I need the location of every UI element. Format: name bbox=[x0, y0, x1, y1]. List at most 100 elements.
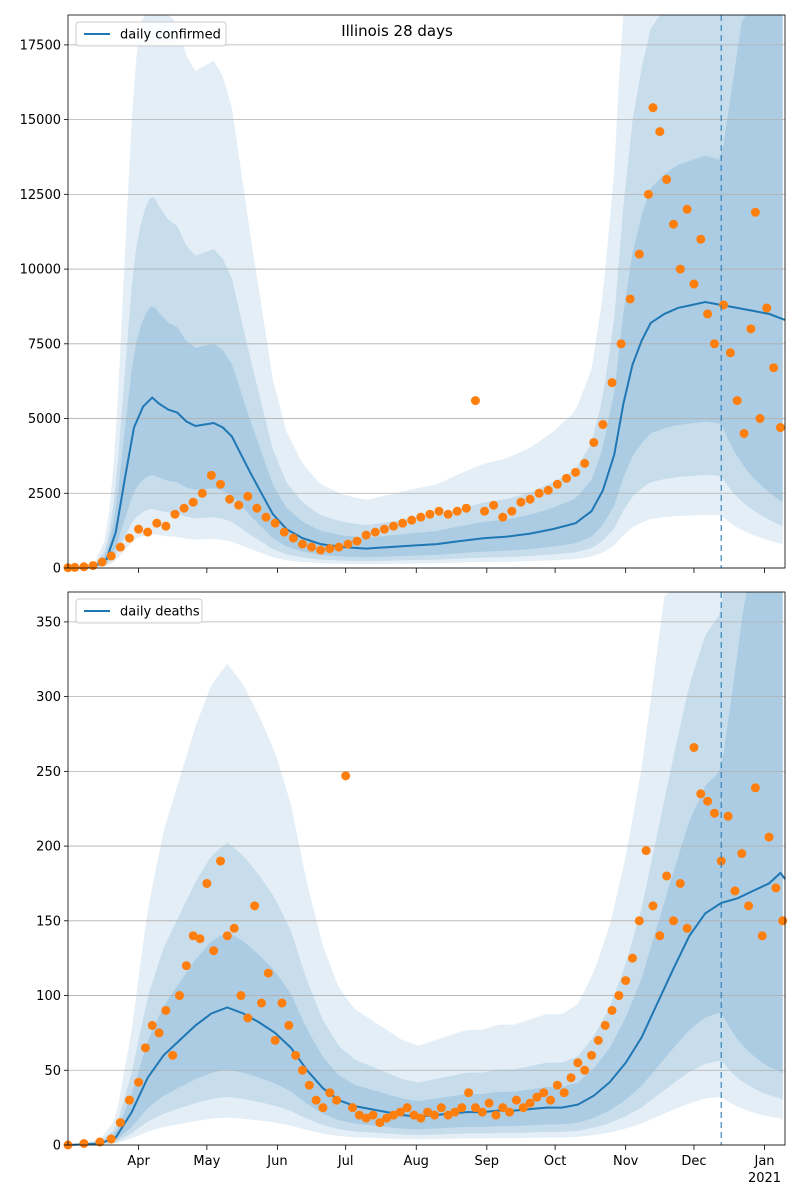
data-point bbox=[297, 1065, 307, 1075]
data-point bbox=[561, 473, 571, 483]
data-point bbox=[216, 856, 226, 866]
data-point bbox=[580, 458, 590, 468]
data-point bbox=[675, 264, 685, 274]
data-point bbox=[614, 991, 624, 1001]
data-point bbox=[140, 1043, 150, 1053]
data-point bbox=[719, 300, 729, 310]
x-tick-year-label: 2021 bbox=[748, 1171, 781, 1186]
uncertainty-band bbox=[68, 592, 783, 1145]
data-point bbox=[382, 1113, 392, 1123]
data-point bbox=[616, 339, 626, 349]
data-point bbox=[675, 878, 685, 888]
y-tick-label: 350 bbox=[36, 615, 61, 630]
data-point bbox=[234, 500, 244, 510]
data-point bbox=[498, 1103, 508, 1113]
data-point bbox=[655, 127, 665, 137]
data-point bbox=[436, 1103, 446, 1113]
y-tick-label: 10000 bbox=[20, 263, 61, 278]
data-point bbox=[566, 1073, 576, 1083]
y-tick-label: 0 bbox=[53, 1139, 61, 1154]
data-point bbox=[703, 309, 713, 319]
data-point bbox=[343, 539, 353, 549]
data-point bbox=[161, 1005, 171, 1015]
data-point bbox=[477, 1107, 487, 1117]
data-point bbox=[716, 856, 726, 866]
legend-box bbox=[75, 21, 227, 47]
data-point bbox=[709, 808, 719, 818]
data-point bbox=[379, 524, 389, 534]
data-point bbox=[209, 946, 219, 956]
data-point bbox=[443, 1110, 453, 1120]
data-point bbox=[682, 204, 692, 214]
data-point bbox=[188, 497, 198, 507]
uncertainty-band bbox=[68, 15, 783, 568]
data-point bbox=[771, 883, 781, 893]
data-point bbox=[516, 497, 526, 507]
y-tick-label: 17500 bbox=[20, 38, 61, 53]
data-point bbox=[429, 1110, 439, 1120]
x-tick-label: Apr bbox=[127, 1154, 150, 1169]
data-point bbox=[152, 518, 162, 528]
data-point bbox=[304, 1080, 314, 1090]
data-point bbox=[216, 479, 226, 489]
data-point bbox=[307, 542, 317, 552]
data-point bbox=[168, 1050, 178, 1060]
data-point bbox=[352, 536, 362, 546]
data-point bbox=[709, 339, 719, 349]
data-point bbox=[696, 234, 706, 244]
data-point bbox=[539, 1088, 549, 1098]
data-point bbox=[518, 1103, 528, 1113]
plot-frame bbox=[67, 591, 786, 1146]
data-point bbox=[730, 886, 740, 896]
data-point bbox=[775, 423, 785, 433]
data-point bbox=[641, 846, 651, 856]
data-point bbox=[388, 521, 398, 531]
data-point bbox=[643, 189, 653, 199]
data-point bbox=[580, 1065, 590, 1075]
data-point bbox=[348, 1103, 358, 1113]
data-point bbox=[188, 931, 198, 941]
data-point bbox=[154, 1028, 164, 1038]
data-point bbox=[532, 1092, 542, 1102]
data-point bbox=[491, 1110, 501, 1120]
data-point bbox=[689, 279, 699, 289]
data-point bbox=[668, 916, 678, 926]
data-point bbox=[552, 479, 562, 489]
data-point bbox=[147, 1020, 157, 1030]
data-point bbox=[222, 931, 232, 941]
data-point bbox=[106, 551, 116, 561]
data-point bbox=[270, 518, 280, 528]
data-point bbox=[170, 509, 180, 519]
data-point bbox=[407, 515, 417, 525]
data-point bbox=[97, 557, 107, 567]
data-point bbox=[115, 542, 125, 552]
confirmed-axes: 0 2500 5000 7500 10000 12500 15000 17500 bbox=[20, 14, 786, 577]
y-tick-label: 200 bbox=[36, 840, 61, 855]
data-point bbox=[525, 494, 535, 504]
data-point bbox=[250, 901, 260, 911]
y-tick-label: 15000 bbox=[20, 113, 61, 128]
data-point bbox=[489, 500, 499, 510]
data-point bbox=[277, 998, 287, 1008]
data-point bbox=[662, 174, 672, 184]
data-point bbox=[395, 1107, 405, 1117]
uncertainty-band bbox=[68, 15, 783, 568]
data-point bbox=[744, 901, 754, 911]
y-tick-label: 300 bbox=[36, 690, 61, 705]
data-point bbox=[607, 1005, 617, 1015]
chart-title: Illinois 28 days bbox=[341, 22, 453, 40]
data-point bbox=[70, 562, 80, 572]
data-point bbox=[755, 414, 765, 424]
y-tick-label: 250 bbox=[36, 765, 61, 780]
data-point bbox=[332, 1095, 342, 1105]
series-line bbox=[67, 871, 786, 1146]
x-tick-label: Dec bbox=[681, 1154, 706, 1169]
data-point bbox=[571, 467, 581, 477]
deaths-uncertainty-bands bbox=[68, 592, 783, 1145]
x-tick-label: Sep bbox=[475, 1154, 500, 1169]
legend-box bbox=[75, 598, 203, 624]
x-tick-label: Jul bbox=[337, 1154, 354, 1169]
data-point bbox=[325, 544, 335, 554]
data-point bbox=[398, 518, 408, 528]
data-point bbox=[452, 506, 462, 516]
